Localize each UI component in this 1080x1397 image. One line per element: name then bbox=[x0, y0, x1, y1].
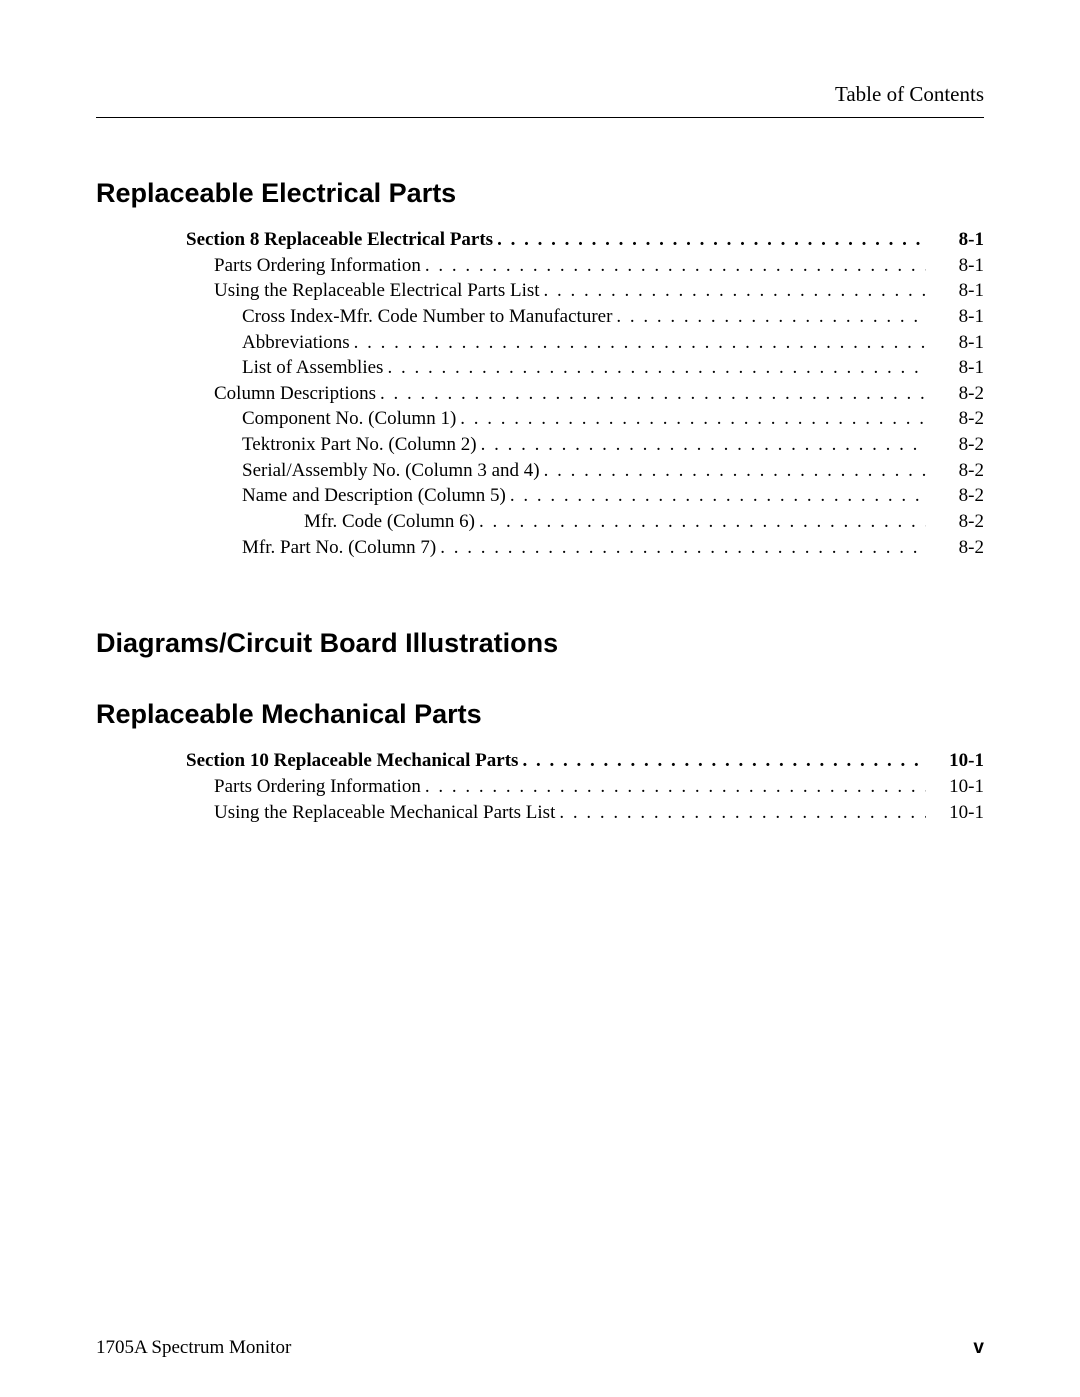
toc-row: Parts Ordering Information 10-1 bbox=[186, 774, 984, 800]
toc-dots bbox=[518, 748, 926, 774]
toc-page: 10-1 bbox=[926, 748, 984, 774]
toc-row: Cross Index-Mfr. Code Number to Manufact… bbox=[186, 304, 984, 330]
toc-row: Name and Description (Column 5) 8-2 bbox=[186, 483, 984, 509]
toc-dots bbox=[540, 458, 926, 484]
toc-row: Column Descriptions 8-2 bbox=[186, 381, 984, 407]
toc-row: Using the Replaceable Electrical Parts L… bbox=[186, 278, 984, 304]
toc-dots bbox=[540, 278, 926, 304]
header-text: Table of Contents bbox=[835, 82, 984, 106]
toc-page: 8-2 bbox=[926, 483, 984, 509]
toc-page: 10-1 bbox=[926, 800, 984, 826]
section-title-electrical: Replaceable Electrical Parts bbox=[96, 178, 984, 209]
toc-row: Abbreviations 8-1 bbox=[186, 330, 984, 356]
toc-dots bbox=[456, 406, 926, 432]
toc-label: Cross Index-Mfr. Code Number to Manufact… bbox=[186, 304, 612, 330]
toc-page: 10-1 bbox=[926, 774, 984, 800]
toc-dots bbox=[477, 432, 926, 458]
toc-label: Parts Ordering Information bbox=[186, 774, 421, 800]
toc-label: Component No. (Column 1) bbox=[186, 406, 456, 432]
toc-dots bbox=[350, 330, 926, 356]
toc-dots bbox=[475, 509, 926, 535]
toc-label: Tektronix Part No. (Column 2) bbox=[186, 432, 477, 458]
toc-label: Mfr. Part No. (Column 7) bbox=[186, 535, 436, 561]
toc-row: Section 10 Replaceable Mechanical Parts … bbox=[186, 748, 984, 774]
section-title-mechanical: Replaceable Mechanical Parts bbox=[96, 699, 984, 730]
toc-page: 8-1 bbox=[926, 278, 984, 304]
toc-label: Section 10 Replaceable Mechanical Parts bbox=[186, 748, 518, 774]
toc-dots bbox=[421, 774, 926, 800]
toc-mechanical: Section 10 Replaceable Mechanical Parts … bbox=[186, 748, 984, 825]
toc-row: Component No. (Column 1) 8-2 bbox=[186, 406, 984, 432]
toc-page: 8-1 bbox=[926, 253, 984, 279]
toc-row: Tektronix Part No. (Column 2) 8-2 bbox=[186, 432, 984, 458]
toc-label: Parts Ordering Information bbox=[186, 253, 421, 279]
section-title-diagrams: Diagrams/Circuit Board Illustrations bbox=[96, 628, 984, 659]
toc-label: Name and Description (Column 5) bbox=[186, 483, 506, 509]
toc-row: Serial/Assembly No. (Column 3 and 4) 8-2 bbox=[186, 458, 984, 484]
toc-label: List of Assemblies bbox=[186, 355, 383, 381]
toc-label: Serial/Assembly No. (Column 3 and 4) bbox=[186, 458, 540, 484]
toc-electrical: Section 8 Replaceable Electrical Parts 8… bbox=[186, 227, 984, 560]
toc-page: 8-2 bbox=[926, 432, 984, 458]
toc-page: 8-1 bbox=[926, 304, 984, 330]
toc-page: 8-2 bbox=[926, 458, 984, 484]
toc-row: List of Assemblies 8-1 bbox=[186, 355, 984, 381]
toc-row: Using the Replaceable Mechanical Parts L… bbox=[186, 800, 984, 826]
toc-page: 8-1 bbox=[926, 355, 984, 381]
toc-page: 8-2 bbox=[926, 406, 984, 432]
toc-label: Abbreviations bbox=[186, 330, 350, 356]
toc-page: 8-2 bbox=[926, 535, 984, 561]
toc-dots bbox=[436, 535, 926, 561]
toc-label: Using the Replaceable Electrical Parts L… bbox=[186, 278, 540, 304]
footer-left: 1705A Spectrum Monitor bbox=[96, 1337, 291, 1359]
toc-dots bbox=[612, 304, 926, 330]
toc-label: Using the Replaceable Mechanical Parts L… bbox=[186, 800, 555, 826]
toc-page: 8-1 bbox=[926, 330, 984, 356]
toc-dots bbox=[506, 483, 926, 509]
toc-dots bbox=[376, 381, 926, 407]
toc-dots bbox=[421, 253, 926, 279]
toc-row: Section 8 Replaceable Electrical Parts 8… bbox=[186, 227, 984, 253]
toc-dots bbox=[493, 227, 926, 253]
toc-label: Mfr. Code (Column 6) bbox=[186, 509, 475, 535]
toc-page: 8-2 bbox=[926, 509, 984, 535]
toc-dots bbox=[555, 800, 926, 826]
toc-row: Mfr. Part No. (Column 7) 8-2 bbox=[186, 535, 984, 561]
toc-row: Parts Ordering Information 8-1 bbox=[186, 253, 984, 279]
toc-page: 8-2 bbox=[926, 381, 984, 407]
toc-page: 8-1 bbox=[926, 227, 984, 253]
toc-label: Section 8 Replaceable Electrical Parts bbox=[186, 227, 493, 253]
toc-row: Mfr. Code (Column 6) 8-2 bbox=[186, 509, 984, 535]
page-content: Table of Contents Replaceable Electrical… bbox=[0, 0, 1080, 825]
toc-label: Column Descriptions bbox=[186, 381, 376, 407]
page-footer: 1705A Spectrum Monitor v bbox=[96, 1337, 984, 1359]
footer-right: v bbox=[973, 1337, 984, 1359]
toc-dots bbox=[383, 355, 926, 381]
page-header: Table of Contents bbox=[96, 82, 984, 118]
